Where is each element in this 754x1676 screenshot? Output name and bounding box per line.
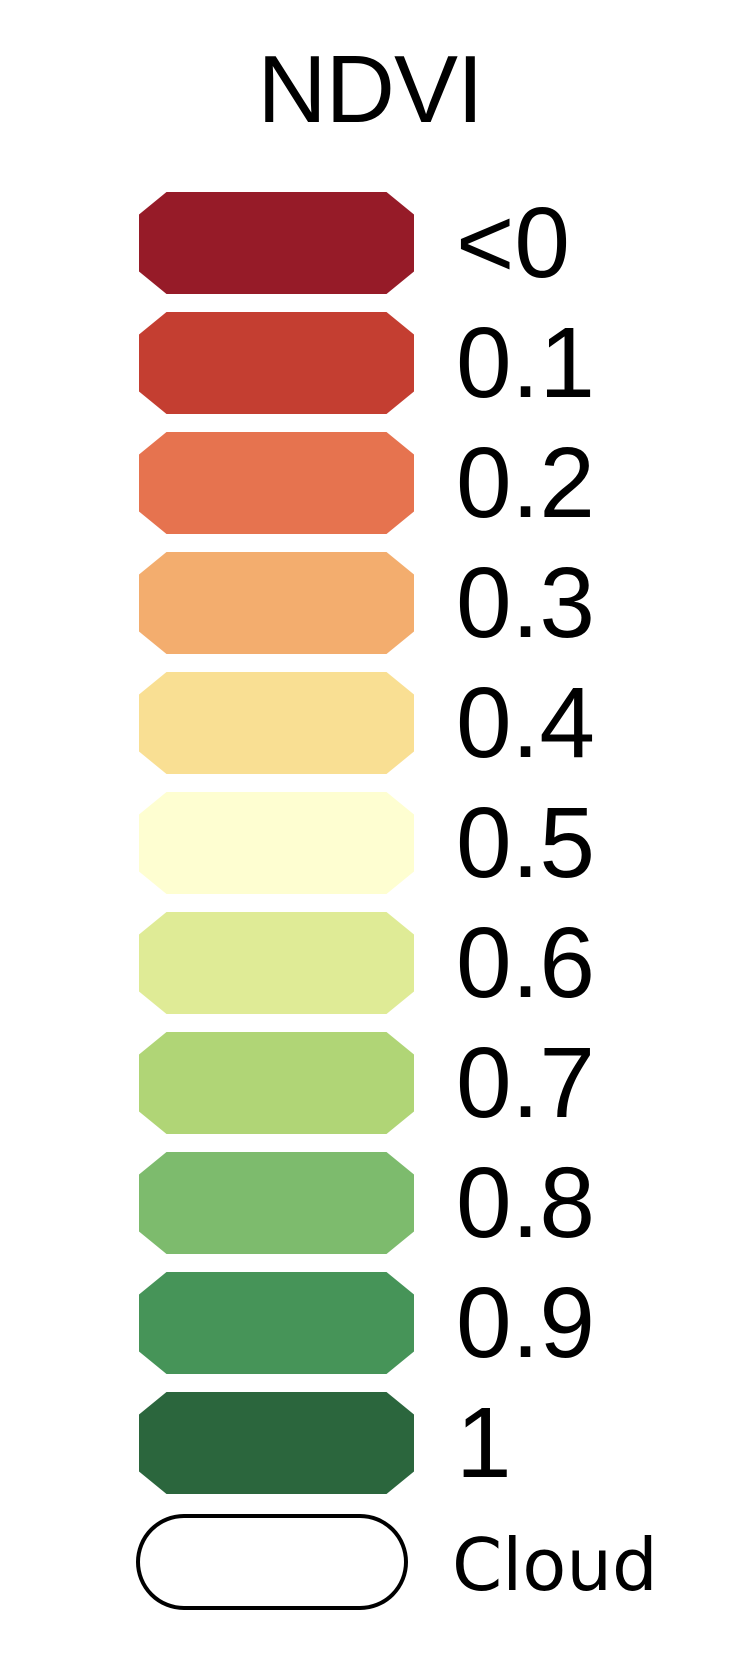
legend-item: 0.3 — [0, 547, 754, 659]
legend-item: 0.2 — [0, 427, 754, 539]
legend-label: <0 — [456, 187, 571, 299]
legend-label: 0.4 — [456, 667, 596, 779]
legend-label: 0.3 — [456, 547, 596, 659]
legend-swatch — [139, 552, 414, 654]
legend-item: <0 — [0, 187, 754, 299]
legend-item: 0.4 — [0, 667, 754, 779]
cloud-label: Cloud — [452, 1523, 658, 1607]
legend-item: 0.1 — [0, 307, 754, 419]
legend-swatch — [139, 1392, 414, 1494]
legend-item: 0.6 — [0, 907, 754, 1019]
legend-item: 0.7 — [0, 1027, 754, 1139]
legend-label: 0.8 — [456, 1147, 596, 1259]
legend-swatch — [139, 792, 414, 894]
legend-title: NDVI — [257, 36, 483, 143]
legend-item: 0.9 — [0, 1267, 754, 1379]
legend-label: 0.1 — [456, 307, 596, 419]
legend-item: 1 — [0, 1387, 754, 1499]
legend-swatch — [139, 432, 414, 534]
legend-swatch — [139, 912, 414, 1014]
legend-item: 0.5 — [0, 787, 754, 899]
legend-swatch — [139, 1032, 414, 1134]
legend-label: 0.7 — [456, 1027, 596, 1139]
legend-label: 1 — [456, 1387, 512, 1499]
legend-swatch — [139, 1152, 414, 1254]
legend-label: 0.6 — [456, 907, 596, 1019]
legend-swatch — [139, 1272, 414, 1374]
legend-item: 0.8 — [0, 1147, 754, 1259]
legend-label: 0.9 — [456, 1267, 596, 1379]
cloud-swatch — [136, 1514, 408, 1610]
legend-item-cloud: Cloud — [0, 1514, 754, 1616]
legend-label: 0.2 — [456, 427, 596, 539]
legend-swatch — [139, 312, 414, 414]
legend-label: 0.5 — [456, 787, 596, 899]
legend-swatch — [139, 192, 414, 294]
legend-swatch — [139, 672, 414, 774]
